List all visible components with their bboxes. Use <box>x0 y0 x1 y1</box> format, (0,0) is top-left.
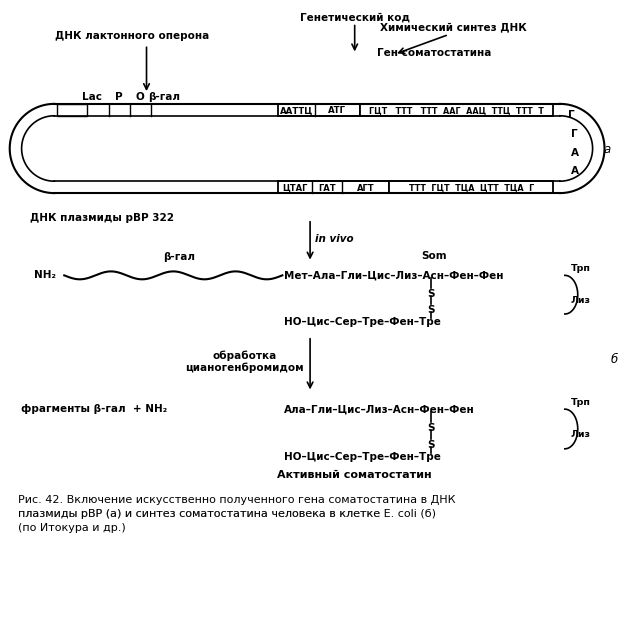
Text: НО–Цис–Сер–Тре–Фен–Тре: НО–Цис–Сер–Тре–Фен–Тре <box>284 452 441 462</box>
Text: β-гал: β-гал <box>148 92 180 102</box>
Text: плазмиды рВР (а) и синтез соматостатина человека в клетке E. coli (б): плазмиды рВР (а) и синтез соматостатина … <box>18 509 436 519</box>
Text: S: S <box>427 305 435 315</box>
Text: in vivo: in vivo <box>315 234 353 244</box>
Text: NH₂: NH₂ <box>35 270 56 280</box>
Text: Трп: Трп <box>571 398 590 407</box>
Text: Г: Г <box>568 110 574 120</box>
Text: плазмиды рВР (а) и синтез соматостатина человека в клетке: плазмиды рВР (а) и синтез соматостатина … <box>18 509 383 519</box>
Text: А: А <box>571 149 579 158</box>
Text: Химический синтез ДНК: Химический синтез ДНК <box>380 23 527 33</box>
Text: O: O <box>135 92 144 102</box>
Text: Трп: Трп <box>571 264 590 273</box>
Text: ТТТ  ГЦТ  ТЦА  ЦТТ  ТЦА  Г: ТТТ ГЦТ ТЦА ЦТТ ТЦА Г <box>408 183 534 193</box>
Text: Активный соматостатин: Активный соматостатин <box>277 469 432 479</box>
Text: Лиз: Лиз <box>571 430 591 440</box>
Text: Рис. 42. Включение искусственно полученного гена соматостатина в ДНК: Рис. 42. Включение искусственно полученн… <box>18 495 455 505</box>
Text: ДНК плазмиды рВР 322: ДНК плазмиды рВР 322 <box>30 213 174 223</box>
Text: Г: Г <box>571 129 578 139</box>
Text: АТГ: АТГ <box>328 106 346 115</box>
Text: Лиз: Лиз <box>571 295 591 305</box>
Bar <box>58 104 87 116</box>
Text: А: А <box>571 166 579 176</box>
Text: (по Итокура и др.): (по Итокура и др.) <box>18 523 125 533</box>
Bar <box>389 181 553 193</box>
Text: S: S <box>427 289 435 299</box>
Text: Генетический код: Генетический код <box>300 13 410 23</box>
Text: P: P <box>115 92 123 102</box>
Text: плазмиды рВР (а) и синтез соматостатина человека в клетке: плазмиды рВР (а) и синтез соматостатина … <box>18 509 383 519</box>
Text: Ген соматостатина: Ген соматостатина <box>377 49 491 59</box>
Bar <box>279 104 360 116</box>
Text: Som: Som <box>421 251 447 261</box>
Text: АГТ: АГТ <box>357 183 374 193</box>
Text: фрагменты β-гал  + NH₂: фрагменты β-гал + NH₂ <box>20 404 167 414</box>
Bar <box>279 181 389 193</box>
Text: б: б <box>611 353 618 366</box>
Text: S: S <box>427 440 435 450</box>
Text: S: S <box>427 423 435 433</box>
Text: Lac: Lac <box>82 92 102 102</box>
Text: ГЦТ   ТТТ   ТТТ  ААГ  ААЦ  ТТЦ  ТТТ  Т: ГЦТ ТТТ ТТТ ААГ ААЦ ТТЦ ТТТ Т <box>369 106 544 115</box>
Text: ЦТАГ: ЦТАГ <box>282 183 308 193</box>
Bar <box>360 104 553 116</box>
Text: ДНК лактонного оперона: ДНК лактонного оперона <box>54 30 209 40</box>
Text: обработка
цианогенбромидом: обработка цианогенбромидом <box>185 350 304 373</box>
Text: НО–Цис–Сер–Тре–Фен–Тре: НО–Цис–Сер–Тре–Фен–Тре <box>284 317 441 327</box>
Text: ААТТЦ: ААТТЦ <box>280 106 313 115</box>
Text: Мет–Ала–Гли–Цис–Лиз–Асн–Фен–Фен: Мет–Ала–Гли–Цис–Лиз–Асн–Фен–Фен <box>284 270 504 280</box>
Text: Ала–Гли–Цис–Лиз–Асн–Фен–Фен: Ала–Гли–Цис–Лиз–Асн–Фен–Фен <box>284 404 475 414</box>
Text: а: а <box>604 143 611 156</box>
Text: β-гал: β-гал <box>163 253 196 263</box>
Text: ГАТ: ГАТ <box>318 183 335 193</box>
